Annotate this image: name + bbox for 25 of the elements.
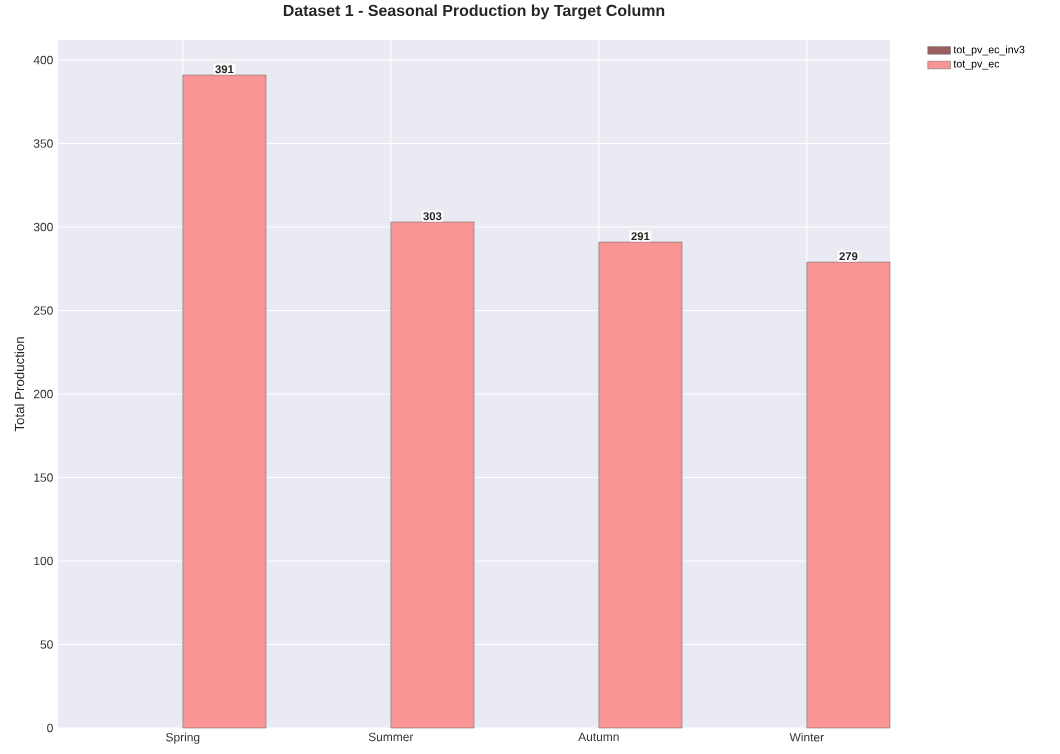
y-axis-title: Total Production — [14, 337, 25, 432]
bar — [182, 74, 267, 729]
x-tick-label: Summer — [368, 732, 414, 742]
data-label: 303 — [423, 212, 442, 221]
bar — [390, 221, 475, 729]
y-tick-label: 100 — [34, 556, 53, 566]
data-label: 279 — [839, 252, 858, 261]
data-label: 291 — [631, 232, 650, 241]
chart-title: Dataset 1 - Seasonal Production by Target Column — [283, 4, 665, 20]
legend-label: tot_pv_ec — [953, 60, 1000, 70]
x-tick-label: Spring — [166, 732, 200, 744]
x-tick-label: Winter — [789, 732, 824, 742]
data-label: 391 — [215, 65, 234, 74]
x-tick-label: Autumn — [578, 732, 619, 742]
y-tick-label: 250 — [33, 306, 53, 315]
y-tick-label: 0 — [47, 723, 53, 733]
bar — [806, 261, 891, 729]
bar — [598, 241, 683, 729]
y-tick-label: 300 — [33, 222, 53, 232]
y-tick-label: 400 — [33, 55, 53, 65]
y-tick-label: 200 — [33, 389, 53, 399]
legend-label: tot_pv_ec_inv3 — [953, 45, 1025, 56]
y-tick-label: 350 — [33, 139, 53, 148]
y-tick-label: 150 — [34, 473, 53, 482]
y-tick-label: 50 — [40, 640, 53, 649]
